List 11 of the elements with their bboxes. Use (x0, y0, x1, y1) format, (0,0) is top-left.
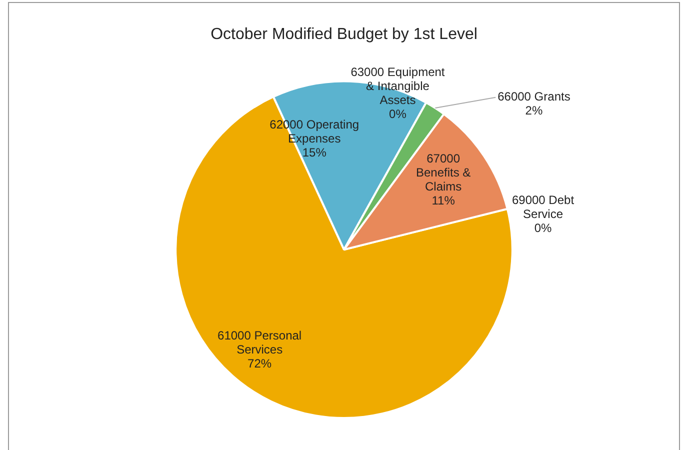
slice-label: 67000 Benefits & Claims (416, 151, 471, 194)
chart-title: October Modified Budget by 1st Level (210, 26, 478, 44)
data-label: 2% (525, 104, 543, 118)
data-label: 11% (432, 193, 456, 208)
data-label: 72% (248, 356, 272, 371)
data-label: 15% (302, 145, 327, 160)
text: 0% (389, 106, 406, 121)
slice-label: 66000 Grants (498, 90, 570, 104)
slice-label: 61000 Personal Services (218, 328, 302, 357)
text: 0% (534, 220, 552, 235)
category-label: 69000 Debt Service (512, 192, 574, 221)
